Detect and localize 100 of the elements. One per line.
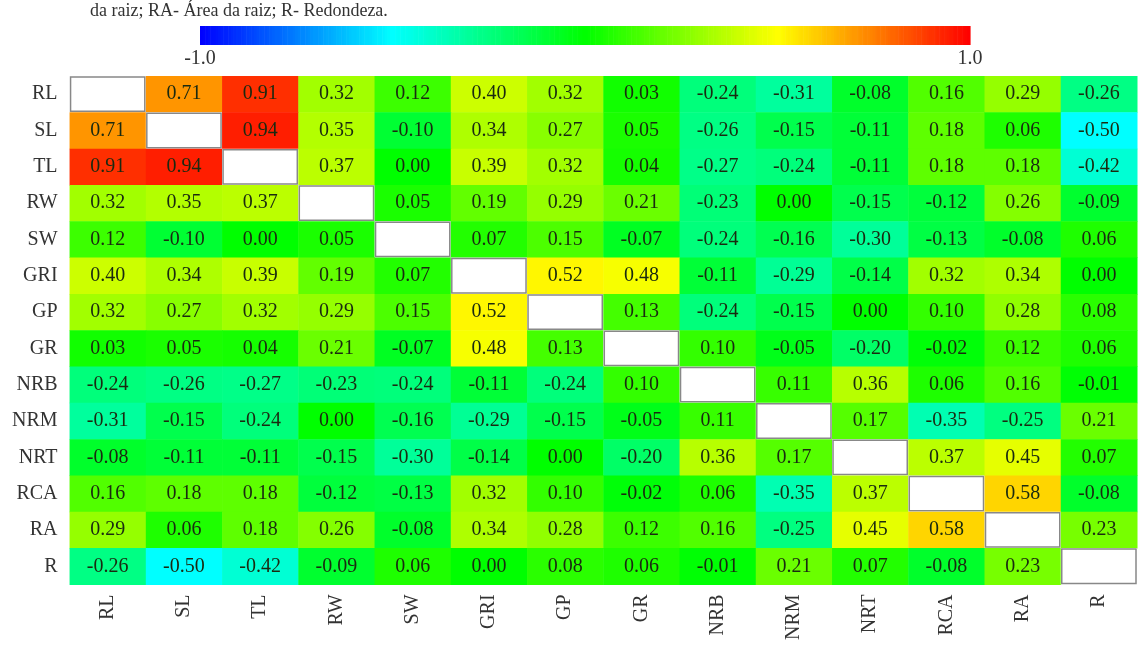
data-label: -0.35 [925, 408, 968, 431]
data-label: 0.32 [547, 154, 583, 177]
data-label: 0.05 [395, 190, 431, 213]
data-label: 0.00 [318, 408, 354, 431]
data-label: 0.13 [623, 299, 659, 322]
data-label: 0.28 [1005, 299, 1041, 322]
data-label: 0.11 [776, 371, 812, 394]
data-label: -0.08 [1078, 480, 1120, 503]
data-label: -0.08 [925, 553, 968, 576]
y-tick-label: RCA [16, 480, 59, 503]
data-label: -0.01 [1078, 371, 1120, 394]
y-tick-label: RW [26, 190, 58, 213]
data-label: 0.17 [776, 444, 812, 467]
data-label: -0.35 [773, 480, 815, 503]
data-label: -0.10 [391, 117, 434, 140]
data-label: -0.30 [849, 226, 891, 249]
data-label: 0.26 [318, 517, 354, 540]
data-label: 0.16 [90, 480, 126, 503]
data-label: 0.18 [242, 517, 278, 540]
data-label: 0.08 [547, 553, 583, 576]
data-label: 0.34 [471, 517, 507, 540]
data-label: -0.11 [468, 371, 510, 394]
x-tick-label: SL [171, 594, 194, 618]
data-label: -0.11 [849, 117, 891, 140]
y-tick-label: NRM [11, 408, 58, 431]
data-label: 0.06 [1081, 226, 1117, 249]
data-label: -0.15 [849, 190, 891, 213]
data-label: -0.42 [1078, 154, 1120, 177]
data-label: 0.37 [852, 480, 888, 503]
x-tick-label: TL [247, 594, 270, 619]
data-label: -0.14 [849, 262, 891, 285]
data-label: 0.04 [623, 154, 659, 177]
data-label: 0.05 [318, 226, 354, 249]
data-label: -0.29 [468, 408, 510, 431]
data-label: 0.00 [547, 444, 583, 467]
data-label: 0.00 [852, 299, 888, 322]
y-tick-label: SW [27, 226, 58, 249]
data-label: 0.32 [90, 299, 126, 322]
data-label: -0.14 [468, 444, 510, 467]
x-tick-label: RA [1009, 593, 1032, 623]
data-label: 0.07 [395, 262, 431, 285]
data-label: -0.50 [163, 553, 205, 576]
data-label: 0.32 [928, 262, 964, 285]
data-label: -0.08 [86, 444, 129, 467]
data-label: 0.18 [166, 480, 202, 503]
data-label: 0.39 [471, 154, 507, 177]
data-label: -0.15 [773, 117, 815, 140]
data-label: -0.27 [239, 371, 282, 394]
data-label: -0.26 [1078, 81, 1120, 104]
data-label: 0.94 [166, 154, 202, 177]
data-label: 0.06 [623, 553, 659, 576]
data-label: 0.21 [1081, 408, 1117, 431]
data-label: -0.15 [773, 299, 815, 322]
x-tick-label: SW [399, 594, 422, 625]
data-label: -0.11 [697, 262, 739, 285]
data-label: 0.32 [547, 81, 583, 104]
data-label: 0.58 [928, 517, 964, 540]
data-label: -0.16 [773, 226, 815, 249]
data-label: 0.45 [852, 517, 888, 540]
data-label: -0.20 [620, 444, 663, 467]
x-tick-label: RCA [933, 593, 956, 636]
data-label: -0.24 [544, 371, 586, 394]
data-label: 0.00 [242, 226, 278, 249]
data-label: -0.16 [391, 408, 434, 431]
data-label: -0.13 [925, 226, 968, 249]
data-label: -0.24 [239, 408, 282, 431]
data-label: 0.21 [623, 190, 659, 213]
data-label: 0.05 [166, 335, 202, 358]
data-label: 0.00 [1081, 262, 1117, 285]
data-label: 0.29 [1005, 81, 1041, 104]
data-label: -0.23 [696, 190, 739, 213]
data-label: -0.01 [696, 553, 739, 576]
y-tick-label: TL [33, 154, 58, 177]
data-label: 0.32 [318, 81, 354, 104]
data-label: 0.06 [395, 553, 431, 576]
data-label: -0.30 [391, 444, 434, 467]
data-label: 0.35 [318, 117, 354, 140]
data-label: 0.52 [471, 299, 507, 322]
data-label: 0.00 [776, 190, 812, 213]
data-label: 0.34 [471, 117, 507, 140]
data-label: 0.04 [242, 335, 278, 358]
data-label: 0.06 [1081, 335, 1117, 358]
data-label: -0.24 [696, 81, 739, 104]
data-label: 0.27 [547, 117, 583, 140]
data-label: -0.26 [163, 371, 205, 394]
data-label: -0.11 [239, 444, 281, 467]
x-tick-label: NRM [781, 594, 804, 641]
data-label: -0.24 [696, 226, 739, 249]
data-label: 0.06 [700, 480, 736, 503]
data-label: 0.18 [1005, 154, 1041, 177]
data-label: 0.34 [1005, 262, 1041, 285]
data-label: -0.08 [1001, 226, 1044, 249]
data-label: -0.24 [86, 371, 129, 394]
data-label: -0.02 [925, 335, 968, 358]
data-label: 0.58 [1005, 480, 1041, 503]
data-label: 0.15 [395, 299, 431, 322]
data-label: -0.25 [773, 517, 815, 540]
data-label: 0.12 [395, 81, 431, 104]
x-tick-label: NRB [704, 594, 727, 636]
data-label: -0.02 [620, 480, 663, 503]
